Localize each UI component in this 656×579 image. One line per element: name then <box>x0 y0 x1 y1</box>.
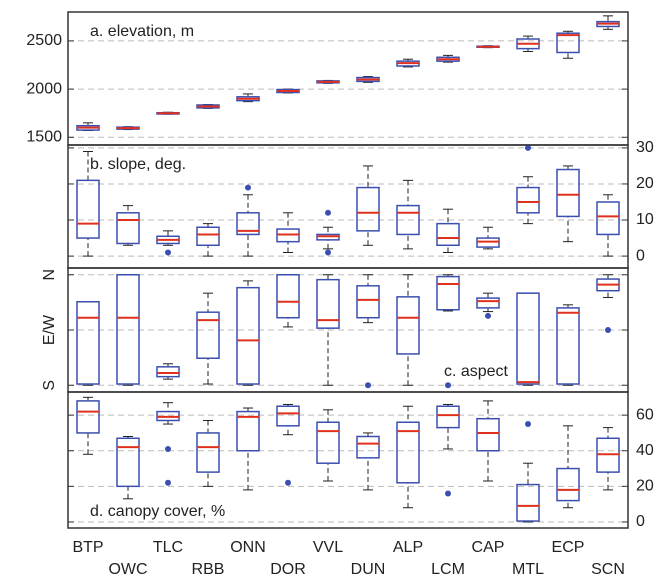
box <box>116 437 140 488</box>
box <box>156 366 180 378</box>
outlier <box>485 312 491 319</box>
box <box>516 292 540 385</box>
panel-label: c. aspect <box>444 363 509 380</box>
y-tick-label: 0 <box>636 247 645 264</box>
x-tick-label: LCM <box>431 561 465 578</box>
box <box>316 278 340 329</box>
outlier <box>445 490 451 497</box>
box <box>236 410 260 452</box>
y-tick-label: 2500 <box>26 32 62 49</box>
box <box>76 179 100 239</box>
outlier <box>245 184 251 191</box>
box <box>396 296 420 355</box>
y-tick-label: S <box>41 380 58 391</box>
x-tick-label: MTL <box>512 561 544 578</box>
box <box>556 32 580 54</box>
box <box>356 285 380 319</box>
outlier <box>325 249 331 256</box>
box <box>196 311 220 359</box>
box <box>396 421 420 484</box>
outlier <box>525 421 531 428</box>
outlier <box>445 382 451 389</box>
y-tick-label: 2000 <box>26 80 62 97</box>
outlier <box>525 144 531 151</box>
outlier <box>605 327 611 333</box>
box <box>116 212 140 245</box>
x-tick-label: ONN <box>230 539 266 556</box>
y-tick-label: E/W <box>41 314 58 345</box>
outlier <box>325 209 331 216</box>
box <box>476 417 500 452</box>
box <box>196 226 220 247</box>
outlier <box>165 249 171 256</box>
box <box>76 301 100 385</box>
y-tick-label: 40 <box>636 442 654 459</box>
x-tick-label: DOR <box>270 561 306 578</box>
y-tick-label: 0 <box>636 513 645 530</box>
x-tick-label: CAP <box>472 539 505 556</box>
y-tick-label: 20 <box>636 478 654 495</box>
box <box>556 168 580 218</box>
y-tick-label: 10 <box>636 211 654 228</box>
x-tick-label: RBB <box>192 561 225 578</box>
panel-frame <box>67 391 629 529</box>
x-tick-label: ALP <box>393 539 423 556</box>
outlier <box>285 479 291 486</box>
box <box>396 204 420 236</box>
y-tick-label: 30 <box>636 139 654 156</box>
box <box>436 275 460 311</box>
outlier <box>365 382 371 389</box>
box <box>356 186 380 232</box>
box <box>116 274 140 385</box>
x-tick-label: OWC <box>108 561 147 578</box>
box <box>556 307 580 385</box>
box <box>556 467 580 502</box>
box <box>196 432 220 473</box>
x-tick-label: BTP <box>72 539 103 556</box>
x-tick-label: SCN <box>591 561 625 578</box>
box <box>276 405 300 427</box>
panel-label: d. canopy cover, % <box>90 503 225 520</box>
box <box>316 421 340 464</box>
box <box>76 400 100 434</box>
x-tick-label: VVL <box>313 539 343 556</box>
box <box>236 286 260 385</box>
box <box>516 186 540 214</box>
box <box>516 483 540 522</box>
box <box>476 297 500 309</box>
box <box>276 274 300 319</box>
y-tick-label: 1500 <box>26 129 62 146</box>
box <box>436 222 460 247</box>
x-tick-label: TLC <box>153 539 183 556</box>
outlier <box>165 445 171 452</box>
box <box>356 435 380 459</box>
y-tick-label: N <box>41 269 58 281</box>
box <box>596 201 620 236</box>
box <box>236 212 260 236</box>
y-tick-label: 60 <box>636 406 654 423</box>
panel-label: b. slope, deg. <box>90 156 186 173</box>
x-tick-label: DUN <box>351 561 386 578</box>
outlier <box>165 479 171 486</box>
panel-label: a. elevation, m <box>90 23 194 40</box>
x-tick-label: ECP <box>552 539 585 556</box>
y-tick-label: 20 <box>636 175 654 192</box>
box <box>436 405 460 429</box>
